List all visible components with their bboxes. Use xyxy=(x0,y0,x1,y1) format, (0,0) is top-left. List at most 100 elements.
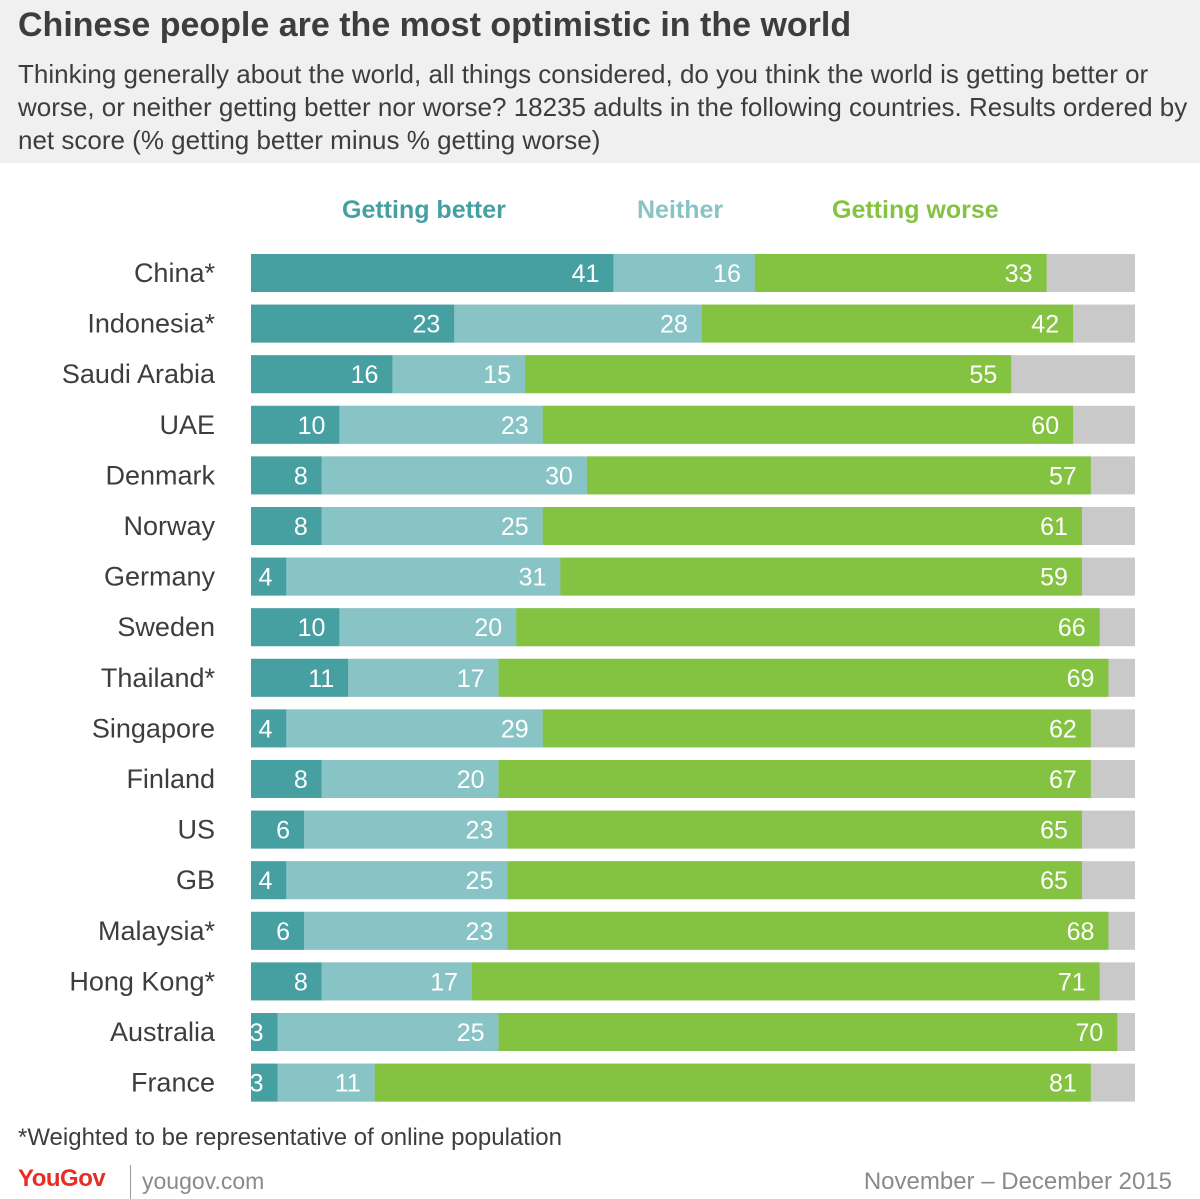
bar-segment xyxy=(348,658,499,697)
category-label: GB xyxy=(176,865,215,895)
data-label: 57 xyxy=(1049,462,1077,490)
chart-subtitle: Thinking generally about the world, all … xyxy=(18,59,1188,155)
bar-segment xyxy=(251,456,322,495)
data-label: 16 xyxy=(351,361,379,389)
bar-segment xyxy=(251,557,287,596)
bar-segment xyxy=(507,810,1082,849)
data-label: 17 xyxy=(430,968,458,996)
category-label: Australia xyxy=(110,1017,216,1047)
category-label: Malaysia* xyxy=(98,916,216,946)
data-label: 16 xyxy=(713,260,741,288)
bar-segment xyxy=(251,608,340,647)
category-label: UAE xyxy=(159,410,215,440)
bar-segment xyxy=(507,911,1109,950)
bar-row: Australia 3 25 70 xyxy=(110,1013,1135,1051)
data-label: 62 xyxy=(1049,715,1077,743)
bar-segment xyxy=(339,405,543,444)
bar-segment xyxy=(251,962,322,1001)
data-label: 33 xyxy=(1005,260,1033,288)
data-label: 65 xyxy=(1040,867,1068,895)
data-label: 15 xyxy=(483,361,511,389)
category-label: China* xyxy=(134,258,216,288)
category-label: Sweden xyxy=(117,612,215,642)
data-label: 61 xyxy=(1040,513,1068,541)
category-label: France xyxy=(131,1068,215,1098)
bar-segment xyxy=(586,456,1091,495)
bar-segment xyxy=(251,861,287,900)
bar-segment xyxy=(277,1013,499,1051)
bar-segment xyxy=(251,760,322,798)
bar-row: Norway 8 25 61 xyxy=(123,507,1135,545)
bar-row: Denmark 8 30 57 xyxy=(105,456,1135,495)
data-label: 25 xyxy=(466,867,494,895)
bar-segment xyxy=(321,507,543,545)
legend-getting-better: Getting better xyxy=(342,196,506,224)
data-label: 8 xyxy=(294,462,308,490)
footer-url[interactable]: yougov.com xyxy=(142,1168,265,1194)
bar-segment xyxy=(251,1063,278,1102)
bar-segment xyxy=(498,760,1091,798)
data-label: 69 xyxy=(1067,665,1095,693)
data-label: 8 xyxy=(294,513,308,541)
bar-row: Indonesia* 23 28 42 xyxy=(87,304,1135,343)
data-label: 8 xyxy=(294,766,308,794)
bar-segment xyxy=(251,810,305,849)
data-label: 10 xyxy=(298,412,326,440)
bar-row: US 6 23 65 xyxy=(177,810,1135,849)
data-label: 6 xyxy=(276,918,290,946)
bar-segment xyxy=(321,962,472,1001)
data-label: 25 xyxy=(457,1019,485,1047)
bar-segment xyxy=(251,507,322,545)
data-label: 8 xyxy=(294,968,308,996)
bar-row: Hong Kong* 8 17 71 xyxy=(69,962,1135,1001)
data-label: 31 xyxy=(519,564,547,592)
bar-segment xyxy=(454,304,702,343)
data-label: 11 xyxy=(308,665,334,693)
data-label: 42 xyxy=(1031,311,1059,339)
bar-segment xyxy=(286,557,561,596)
data-label: 23 xyxy=(466,817,494,845)
footer-divider xyxy=(130,1165,131,1199)
header-band: Chinese people are the most optimistic i… xyxy=(0,0,1200,163)
footer-date: November – December 2015 xyxy=(863,1168,1172,1195)
data-label: 30 xyxy=(545,462,573,490)
category-label: Finland xyxy=(126,764,215,794)
bar-row: Singapore 4 29 62 xyxy=(92,709,1135,748)
category-label: Thailand* xyxy=(101,663,216,693)
data-label: 67 xyxy=(1049,766,1077,794)
bar-segment xyxy=(251,405,340,444)
data-label: 23 xyxy=(501,412,529,440)
data-label: 66 xyxy=(1058,614,1086,642)
bar-segment xyxy=(542,709,1091,748)
bar-row: Saudi Arabia 16 15 55 xyxy=(62,355,1135,394)
bar-segment xyxy=(321,456,587,495)
data-label: 4 xyxy=(258,564,272,592)
data-label: 3 xyxy=(250,1019,264,1047)
data-label: 60 xyxy=(1031,412,1059,440)
data-label: 25 xyxy=(501,513,529,541)
data-label: 28 xyxy=(660,311,688,339)
bar-segment xyxy=(251,304,455,343)
bar-segment xyxy=(472,962,1100,1001)
bar-segment xyxy=(251,254,614,292)
bar-row: GB 4 25 65 xyxy=(176,861,1135,900)
data-label: 11 xyxy=(335,1070,361,1098)
bar-segment xyxy=(251,911,305,950)
bar-segment xyxy=(277,1063,375,1102)
data-label: 20 xyxy=(474,614,502,642)
data-label: 41 xyxy=(572,260,600,288)
bar-row: Finland 8 20 67 xyxy=(126,760,1135,798)
data-label: 4 xyxy=(258,715,272,743)
yougov-logo: YouGov xyxy=(18,1165,106,1192)
category-label: Norway xyxy=(123,511,215,541)
bar-segment xyxy=(304,810,508,849)
bar-row: France 3 11 81 xyxy=(131,1063,1135,1102)
legend-getting-worse: Getting worse xyxy=(832,196,999,224)
data-label: 3 xyxy=(250,1070,264,1098)
bar-segment xyxy=(321,760,499,798)
data-label: 29 xyxy=(501,715,529,743)
bar-segment xyxy=(498,1013,1118,1051)
category-label: Indonesia* xyxy=(87,309,215,339)
category-label: Germany xyxy=(104,562,216,592)
